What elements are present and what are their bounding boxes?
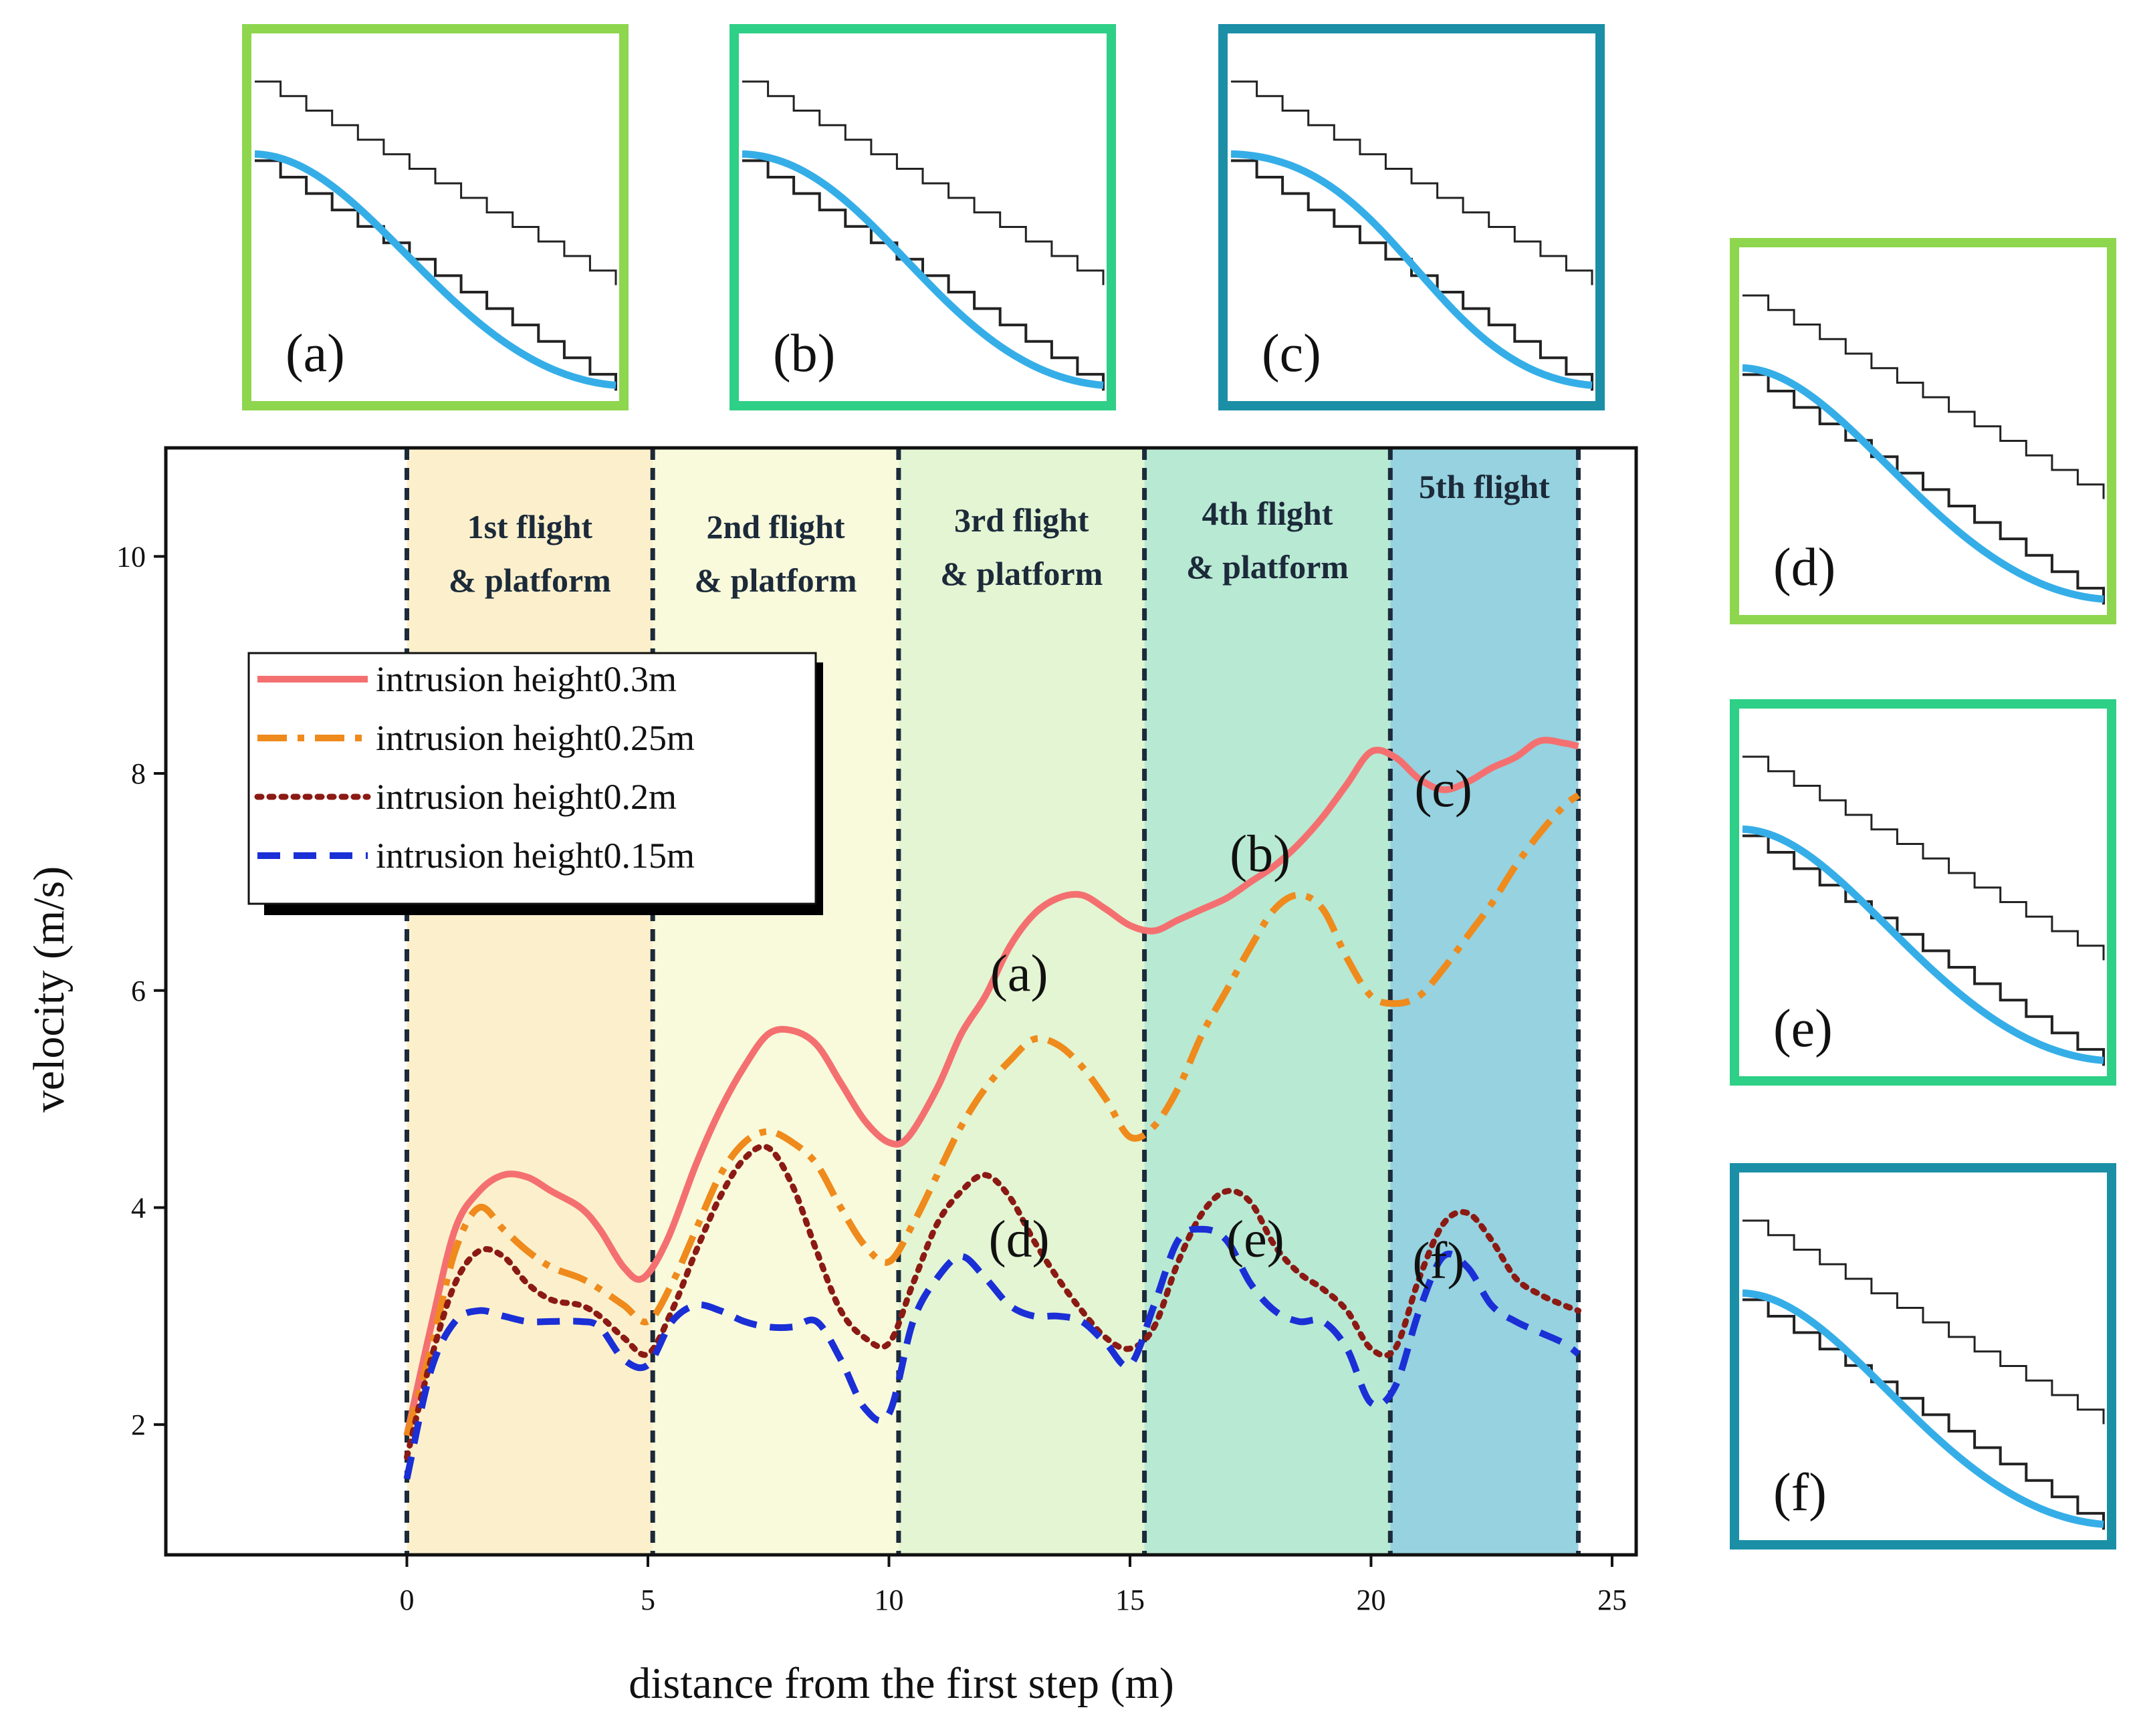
inset-label-4: (d) (1773, 538, 1835, 597)
band-label-5-line1: 5th flight (1419, 468, 1550, 505)
series-line-1 (403, 737, 1579, 1437)
annotation-6: (f) (1412, 1231, 1464, 1289)
band-label-4-line2: & platform (1186, 548, 1349, 586)
series-line-4 (403, 1225, 1581, 1480)
band-label-4-line1: 4th flight (1202, 495, 1333, 532)
inset-6: (f) (1730, 1163, 2116, 1549)
legend-items: intrusion height0.3m intrusion height0.25… (254, 659, 695, 876)
x-tick-label-5: 25 (1597, 1584, 1627, 1616)
series-lines (403, 737, 1581, 1480)
legend-label-1: intrusion height0.3m (376, 659, 677, 699)
legend-box (247, 652, 817, 905)
y-axis-title: velocity (m/s) (25, 866, 74, 1112)
inset-stair-line-2 (742, 80, 1105, 285)
inset-1: (a) (242, 24, 629, 410)
inset-flow-curve-6 (1742, 1289, 2104, 1528)
inset-3: (c) (1218, 24, 1605, 410)
inset-stair-line-6 (1742, 1219, 2105, 1424)
annotation-2: (b) (1230, 824, 1290, 882)
annotation-4: (d) (989, 1210, 1050, 1268)
inset-stair-line-5 (1742, 755, 2105, 961)
inset-flow-curve-2 (742, 150, 1104, 389)
annotation-1: (a) (990, 944, 1048, 1002)
y-tick-label-1: 4 (131, 1191, 146, 1224)
x-tick-label-0: 0 (399, 1584, 414, 1616)
inset-2: (b) (729, 24, 1116, 410)
inset-4: (d) (1730, 238, 2116, 624)
band-label-2-line1: 2nd flight (707, 508, 845, 545)
legend-label-4: intrusion height0.15m (376, 836, 695, 876)
inset-stair-line-4 (1742, 373, 2105, 605)
inset-flow-curve-1 (254, 150, 616, 389)
inset-stair-line-5 (1742, 834, 2105, 1066)
inset-stair-line-3 (1231, 159, 1593, 391)
inset-flow-curve-5 (1742, 825, 2104, 1064)
velocity-chart: 1st flight & platform 2nd flight & platform… (25, 446, 1638, 1708)
point-annotations: (a) (b) (c) (d) (e) (f) (989, 759, 1472, 1289)
y-tick-label-2: 6 (131, 975, 146, 1007)
inset-flow-curve-4 (1742, 364, 2104, 603)
inset-stair-line-1 (255, 159, 617, 391)
y-tick-label-3: 8 (131, 757, 146, 790)
x-tick-label-1: 5 (641, 1584, 655, 1616)
band-label-3-line2: & platform (940, 555, 1103, 592)
annotation-3: (c) (1414, 759, 1472, 818)
inset-stair-line-1 (254, 80, 617, 285)
legend-label-3: intrusion height0.2m (376, 777, 677, 817)
inset-label-1: (a) (286, 324, 345, 383)
band-label-1-line1: 1st flight (467, 508, 593, 545)
inset-stair-line-6 (1742, 1298, 2105, 1530)
band-5 (1390, 448, 1579, 1555)
inset-frame-2 (729, 24, 1116, 410)
legend-label-2: intrusion height0.25m (376, 718, 695, 758)
inset-label-5: (e) (1773, 999, 1833, 1058)
band-label-3-line1: 3rd flight (954, 501, 1089, 539)
insets: (a) (b) (c) (d) (e) (f) (242, 24, 2116, 1549)
inset-label-6: (f) (1773, 1463, 1827, 1522)
plot-frame (164, 446, 1638, 1557)
y-tick-label-0: 2 (131, 1408, 146, 1441)
x-tick-label-2: 10 (874, 1584, 903, 1616)
band-1 (407, 448, 653, 1555)
inset-label-3: (c) (1262, 324, 1321, 383)
inset-label-2: (b) (773, 324, 835, 383)
series-line-3 (404, 1143, 1581, 1461)
inset-frame-6 (1730, 1163, 2116, 1549)
band-4 (1144, 448, 1391, 1555)
x-axis-title: distance from the first step (m) (629, 1659, 1174, 1708)
inset-flow-curve-3 (1230, 150, 1593, 389)
axis-ticks: 0 5 10 15 20 25 2 4 6 8 10 (116, 540, 1627, 1616)
legend: intrusion height0.3m intrusion height0.25… (247, 652, 823, 915)
inset-frame-1 (242, 24, 629, 410)
band-2 (653, 448, 899, 1555)
x-tick-label-3: 15 (1115, 1584, 1145, 1616)
y-tick-label-4: 10 (116, 540, 146, 573)
inset-stair-line-3 (1230, 80, 1593, 285)
inset-frame-4 (1730, 238, 2116, 624)
inset-frame-5 (1730, 699, 2116, 1086)
band-label-1-line2: & platform (449, 562, 611, 599)
flight-bands: 1st flight & platform 2nd flight & platform… (407, 448, 1579, 1555)
x-tick-label-4: 20 (1356, 1584, 1385, 1616)
inset-5: (e) (1730, 699, 2116, 1086)
inset-frame-3 (1218, 24, 1605, 410)
inset-stair-line-4 (1742, 294, 2105, 499)
annotation-5: (e) (1226, 1210, 1284, 1268)
band-3 (898, 448, 1145, 1555)
band-label-2-line2: & platform (695, 562, 857, 599)
